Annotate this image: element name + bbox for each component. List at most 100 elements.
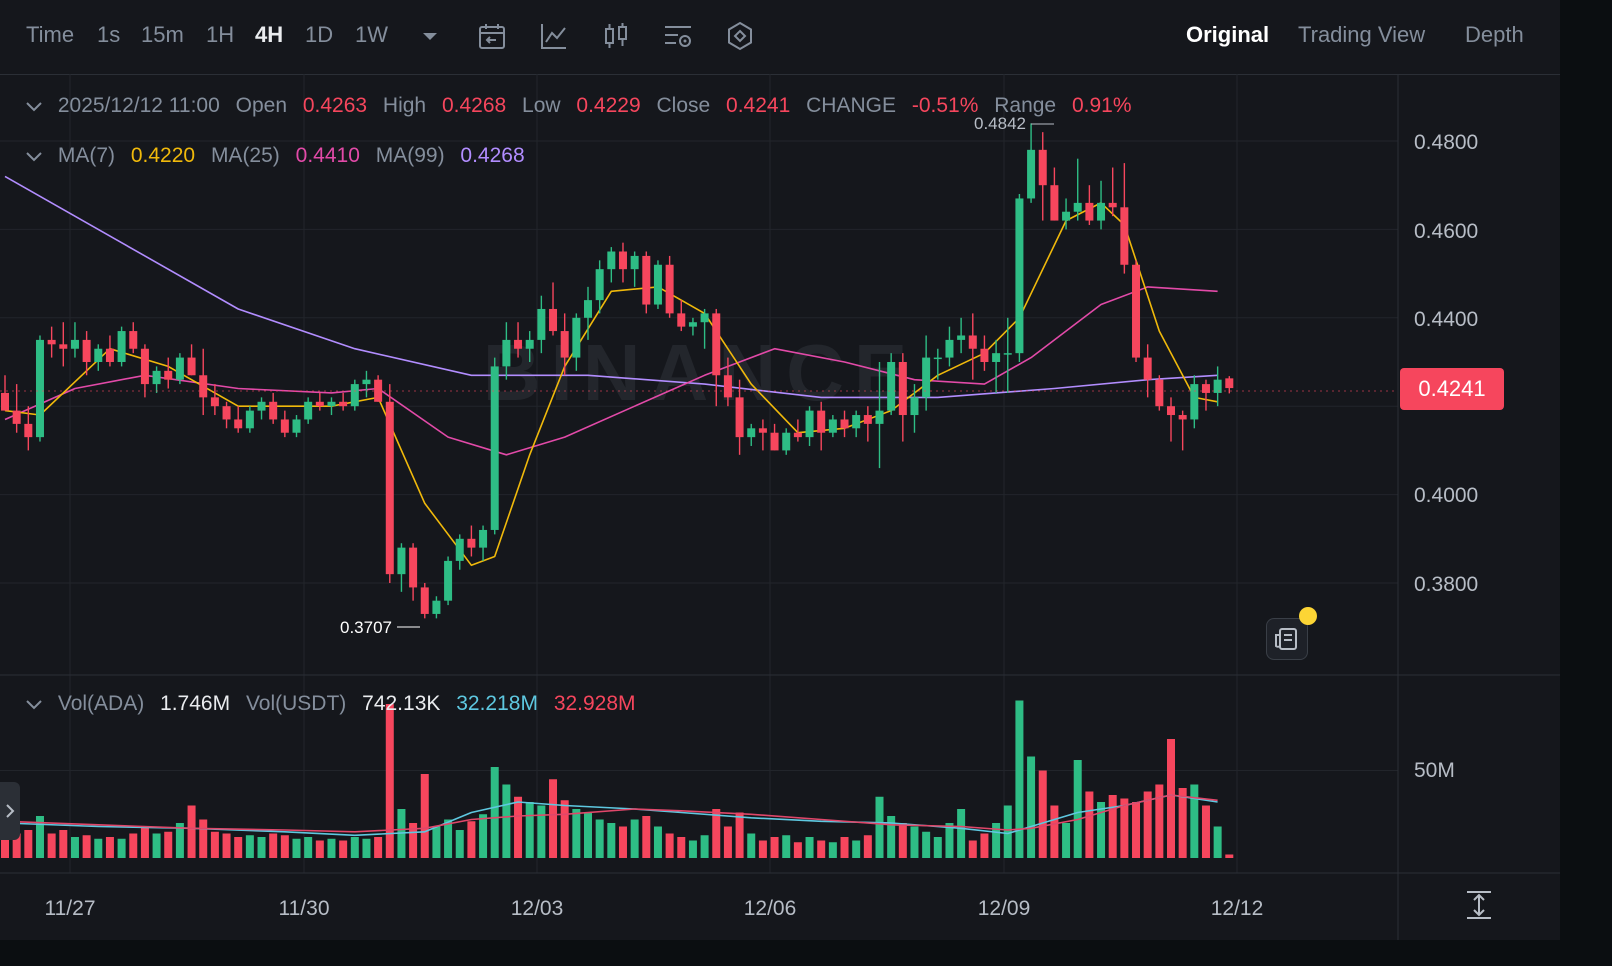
- candle-body: [933, 357, 942, 360]
- candle-body: [1108, 202, 1117, 208]
- open-value: 0.4263: [302, 94, 368, 117]
- volume-bar: [1213, 826, 1222, 858]
- candle-body: [723, 375, 732, 398]
- vol-ma2-value: 32.928M: [553, 692, 636, 715]
- candle-body: [199, 375, 208, 398]
- interval-1s[interactable]: 1s: [97, 22, 121, 47]
- volume-bar: [432, 826, 441, 858]
- interval-time[interactable]: Time: [26, 22, 75, 47]
- volume-bar: [863, 835, 872, 858]
- tab-trading-view[interactable]: Trading View: [1298, 22, 1426, 47]
- interval-1w[interactable]: 1W: [355, 22, 388, 47]
- volume-bar: [1155, 784, 1164, 858]
- candle-body: [304, 401, 313, 420]
- volume-bar: [887, 816, 896, 858]
- volume-bar: [105, 837, 114, 858]
- volume-bar: [94, 838, 103, 858]
- candle-body: [747, 428, 756, 438]
- interval-4h[interactable]: 4H: [255, 22, 284, 47]
- volume-bar: [444, 819, 453, 858]
- volume-bar: [140, 826, 149, 858]
- candle-body: [560, 331, 569, 358]
- reset-scale-icon[interactable]: [1462, 888, 1496, 922]
- close-label: Close: [656, 94, 711, 117]
- news-icon: [1275, 628, 1297, 650]
- expand-panel-handle[interactable]: [0, 782, 20, 840]
- high-marker-label: 0.4842: [974, 114, 1026, 133]
- volume-bar: [653, 826, 662, 858]
- news-button[interactable]: [1266, 618, 1308, 660]
- volume-bar: [1225, 854, 1234, 858]
- line-chart-icon[interactable]: [538, 20, 570, 52]
- volume-bar: [922, 831, 931, 858]
- ma25-label: MA(25): [210, 144, 280, 167]
- tab-original[interactable]: Original: [1186, 22, 1270, 47]
- hexagon-settings-icon[interactable]: [724, 20, 756, 52]
- toolbar: Time 1s 15m 1H 4H 1D 1W: [0, 0, 1560, 75]
- candle-body: [350, 384, 359, 407]
- candle-body: [1027, 149, 1036, 199]
- candle-body: [94, 348, 103, 362]
- indicator-settings-icon[interactable]: [662, 20, 694, 52]
- candle-body: [607, 251, 616, 270]
- volume-bar: [677, 837, 686, 858]
- volume-bar: [1108, 795, 1117, 858]
- chevron-down-icon[interactable]: [24, 146, 44, 166]
- candle-body: [572, 317, 581, 358]
- candle-body: [1132, 264, 1141, 358]
- tab-depth[interactable]: Depth: [1465, 22, 1524, 47]
- calendar-icon[interactable]: [476, 20, 508, 52]
- candle-body: [385, 401, 394, 575]
- candle-body: [82, 339, 91, 362]
- volume-bar: [747, 833, 756, 858]
- volume-bar: [525, 802, 534, 858]
- interval-1d[interactable]: 1D: [305, 22, 334, 47]
- candle-body: [362, 379, 371, 385]
- volume-bar: [793, 842, 802, 858]
- candle-body: [595, 269, 604, 301]
- volume-bar: [817, 840, 826, 858]
- candle-body: [863, 415, 872, 424]
- candle-body: [140, 348, 149, 385]
- chevron-down-icon[interactable]: [414, 20, 446, 52]
- candlestick-icon[interactable]: [600, 20, 632, 52]
- candle-body: [175, 357, 184, 380]
- candle-body: [770, 432, 779, 451]
- candle-body: [397, 547, 406, 575]
- candle-body: [968, 335, 977, 349]
- candle-body: [677, 313, 686, 327]
- candle-body: [315, 401, 324, 407]
- candle-body: [222, 406, 231, 420]
- volume-bar: [35, 816, 44, 858]
- interval-15m[interactable]: 15m: [141, 22, 184, 47]
- notification-dot: [1299, 607, 1317, 625]
- volume-bar: [1050, 805, 1059, 858]
- volume-bar: [933, 837, 942, 858]
- candle-body: [152, 370, 161, 385]
- low-marker-label: 0.3707: [340, 618, 392, 637]
- volume-bar: [117, 838, 126, 858]
- price-tick-0.44: 0.4400: [1414, 308, 1478, 331]
- volume-bar: [1201, 805, 1210, 858]
- candle-body: [432, 600, 441, 614]
- volume-bar: [1178, 788, 1187, 858]
- candle-body: [1097, 202, 1106, 221]
- candle-body: [875, 410, 884, 424]
- interval-1h[interactable]: 1H: [206, 22, 235, 47]
- candle-body: [479, 529, 488, 548]
- volume-bar: [479, 814, 488, 858]
- candle-body: [257, 401, 266, 411]
- low-label: Low: [522, 94, 561, 117]
- candle-body: [245, 410, 254, 429]
- volume-bar: [47, 833, 56, 858]
- chevron-down-icon[interactable]: [24, 96, 44, 116]
- volume-bar: [175, 823, 184, 858]
- time-tick-1130: 11/30: [279, 897, 330, 920]
- price-chart[interactable]: BINANCE 0.4800 0.4600 0.4400 0.4000 0.38…: [0, 0, 1560, 940]
- volume-bar: [327, 838, 336, 858]
- chevron-down-icon[interactable]: [24, 694, 44, 714]
- low-value: 0.4229: [576, 94, 641, 117]
- candle-body: [1167, 406, 1175, 416]
- volume-bar: [12, 833, 21, 858]
- volume-bar: [82, 835, 91, 858]
